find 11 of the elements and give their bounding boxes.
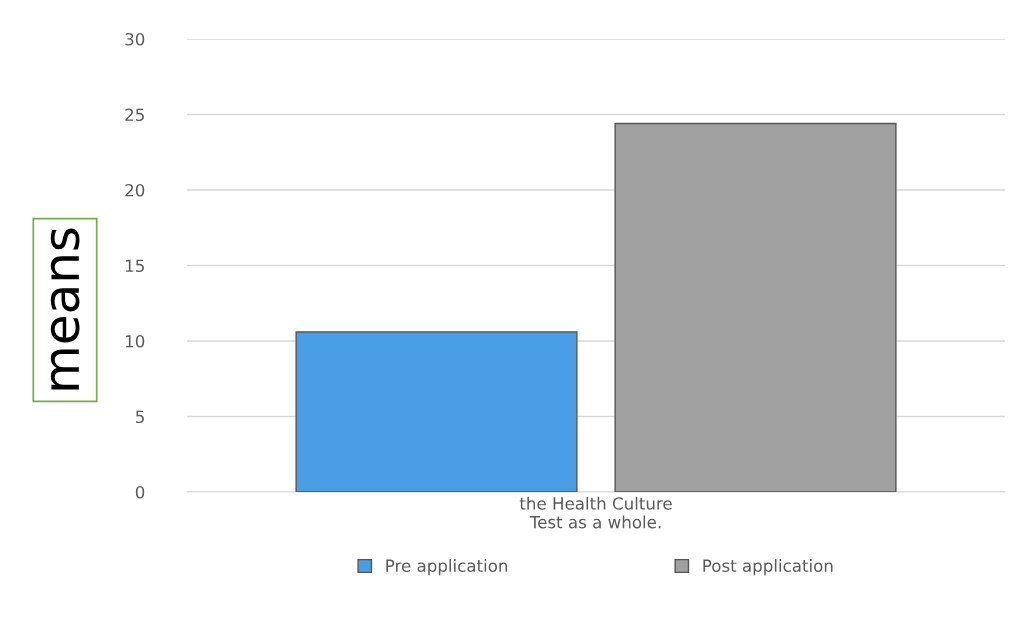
y-tick-label: 5 xyxy=(136,410,144,424)
y-tick-label: 25 xyxy=(125,108,144,122)
y-tick-label: 20 xyxy=(125,183,145,197)
y-tick-label: 10 xyxy=(125,334,145,348)
y-axis-title: means xyxy=(50,228,80,390)
legend-label: Pre application xyxy=(386,559,508,576)
legend-label: Post application xyxy=(703,559,833,576)
y-tick-label: 15 xyxy=(125,259,144,273)
x-tick-label: the Health Culture Test as a whole. xyxy=(519,496,672,529)
y-tick-label: 30 xyxy=(125,32,145,46)
y-tick-label: 0 xyxy=(135,485,145,499)
